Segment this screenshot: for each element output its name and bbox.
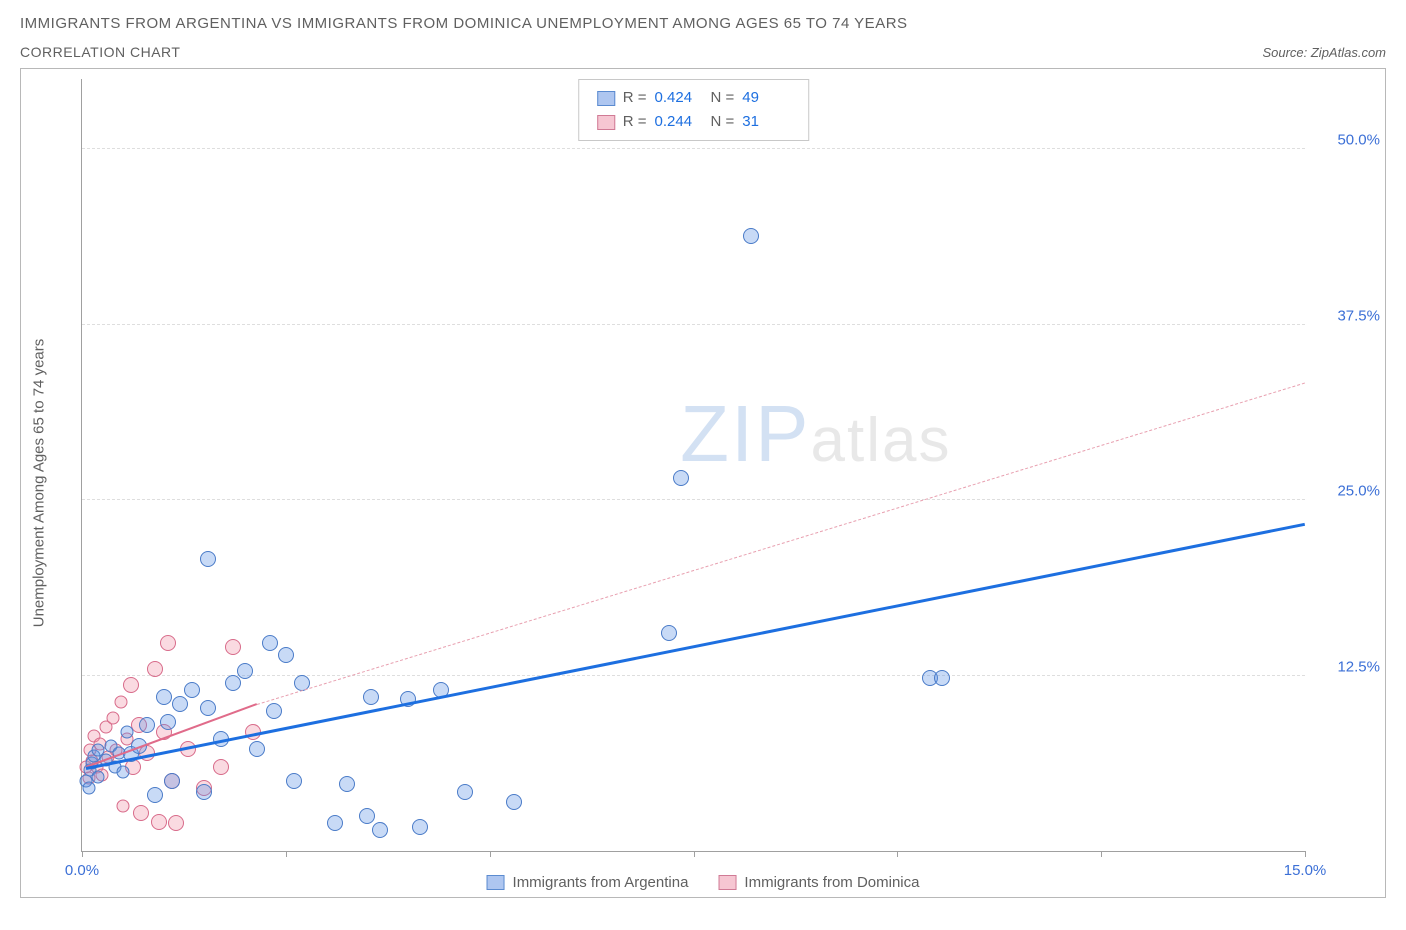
x-tick	[286, 851, 287, 857]
data-point	[412, 819, 428, 835]
data-point	[372, 822, 388, 838]
swatch-icon	[597, 91, 615, 106]
stat-label-r: R =	[623, 110, 647, 134]
stat-n-value: 31	[742, 110, 790, 134]
source-attribution: Source: ZipAtlas.com	[1262, 45, 1386, 60]
data-point	[196, 784, 212, 800]
data-point	[457, 784, 473, 800]
y-tick-label: 50.0%	[1315, 132, 1380, 149]
swatch-icon	[487, 875, 505, 890]
x-tick-label: 15.0%	[1284, 862, 1327, 879]
stats-row-series1: R = 0.424 N = 49	[597, 86, 791, 110]
data-point	[160, 714, 176, 730]
data-point	[156, 689, 172, 705]
stat-label-n: N =	[711, 110, 735, 134]
watermark-suffix: atlas	[811, 405, 952, 476]
legend-item-series2: Immigrants from Dominica	[718, 874, 919, 891]
legend-item-series1: Immigrants from Argentina	[487, 874, 689, 891]
legend: Immigrants from Argentina Immigrants fro…	[487, 874, 920, 891]
watermark: ZIPatlas	[680, 388, 951, 480]
data-point	[168, 815, 184, 831]
data-point	[147, 661, 163, 677]
data-point	[225, 639, 241, 655]
stats-row-series2: R = 0.244 N = 31	[597, 110, 791, 134]
data-point	[249, 741, 265, 757]
data-point	[363, 689, 379, 705]
data-point	[116, 800, 129, 813]
data-point	[286, 773, 302, 789]
x-tick-label: 0.0%	[65, 862, 99, 879]
x-tick	[1101, 851, 1102, 857]
data-point	[339, 776, 355, 792]
data-point	[262, 635, 278, 651]
subtitle-row: CORRELATION CHART Source: ZipAtlas.com	[20, 44, 1386, 60]
data-point	[172, 696, 188, 712]
swatch-icon	[597, 115, 615, 130]
data-point	[139, 717, 155, 733]
data-point	[116, 766, 129, 779]
y-tick-label: 12.5%	[1315, 658, 1380, 675]
stat-r-value: 0.424	[655, 86, 703, 110]
data-point	[200, 551, 216, 567]
data-point	[213, 759, 229, 775]
data-point	[934, 670, 950, 686]
gridline	[82, 148, 1305, 149]
data-point	[147, 787, 163, 803]
legend-label: Immigrants from Dominica	[744, 874, 919, 891]
data-point	[120, 725, 133, 738]
plot-area: ZIPatlas R = 0.424 N = 49 R = 0.244 N = …	[81, 79, 1305, 852]
gridline	[82, 675, 1305, 676]
data-point	[278, 647, 294, 663]
gridline	[82, 324, 1305, 325]
data-point	[106, 711, 119, 724]
data-point	[359, 808, 375, 824]
data-point	[506, 794, 522, 810]
chart-container: Unemployment Among Ages 65 to 74 years Z…	[20, 68, 1386, 898]
x-tick	[82, 851, 83, 857]
data-point	[123, 677, 139, 693]
data-point	[237, 663, 253, 679]
stat-label-r: R =	[623, 86, 647, 110]
x-tick	[897, 851, 898, 857]
gridline	[82, 499, 1305, 500]
x-tick	[694, 851, 695, 857]
data-point	[743, 228, 759, 244]
data-point	[115, 696, 128, 709]
data-point	[160, 635, 176, 651]
trend-line	[257, 383, 1305, 705]
chart-title: IMMIGRANTS FROM ARGENTINA VS IMMIGRANTS …	[20, 15, 1386, 32]
x-tick	[1305, 851, 1306, 857]
y-axis-label: Unemployment Among Ages 65 to 74 years	[31, 339, 48, 628]
data-point	[92, 770, 105, 783]
data-point	[200, 700, 216, 716]
y-tick-label: 25.0%	[1315, 483, 1380, 500]
stat-r-value: 0.244	[655, 110, 703, 134]
swatch-icon	[718, 875, 736, 890]
data-point	[133, 805, 149, 821]
stat-label-n: N =	[711, 86, 735, 110]
stats-box: R = 0.424 N = 49 R = 0.244 N = 31	[578, 79, 810, 141]
data-point	[327, 815, 343, 831]
data-point	[82, 781, 95, 794]
data-point	[151, 814, 167, 830]
data-point	[184, 682, 200, 698]
chart-subtitle: CORRELATION CHART	[20, 44, 180, 60]
y-tick-label: 37.5%	[1315, 307, 1380, 324]
watermark-prefix: ZIP	[680, 388, 810, 480]
data-point	[164, 773, 180, 789]
stat-n-value: 49	[742, 86, 790, 110]
data-point	[673, 470, 689, 486]
data-point	[661, 625, 677, 641]
legend-label: Immigrants from Argentina	[513, 874, 689, 891]
data-point	[266, 703, 282, 719]
x-tick	[490, 851, 491, 857]
